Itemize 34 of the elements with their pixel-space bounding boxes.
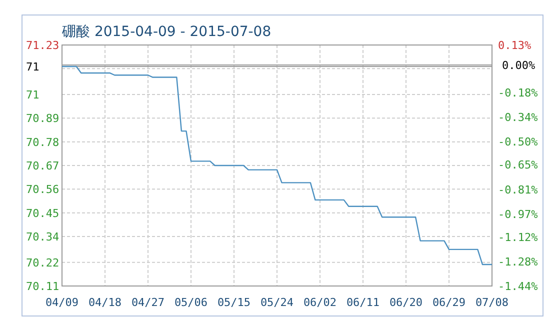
y-tick-label: 70.11	[26, 280, 60, 293]
y-tick-label: 71.23	[26, 39, 60, 52]
y2-tick-label: -1.28%	[498, 255, 538, 268]
x-tick-label: 04/18	[88, 296, 122, 309]
y2-tick-label: -0.65%	[498, 158, 538, 172]
y-tick-label: 70.67	[26, 160, 60, 172]
x-tick-label: 06/02	[303, 296, 337, 309]
y2-tick-label: -0.50%	[498, 136, 538, 149]
y-tick-label: 70.89	[26, 112, 60, 126]
chart-title: 硼酸 2015-04-09 - 2015-07-08	[61, 24, 272, 40]
y-tick-label: 70.34	[26, 230, 60, 244]
y2-tick-label: 0.13%	[498, 39, 532, 52]
x-tick-label: 04/27	[131, 296, 165, 309]
y-tick-label: 70.45	[26, 206, 60, 220]
x-tick-label: 07/08	[475, 296, 509, 309]
line-series	[61, 66, 493, 266]
y2-tick-label: -0.34%	[498, 111, 538, 124]
y-tick-label: 70.22	[26, 256, 60, 270]
y2-tick-label: -0.81%	[498, 183, 538, 196]
y2-tick-label: -0.97%	[498, 208, 538, 221]
y-tick-label: 71	[26, 88, 40, 102]
x-tick-label: 06/11	[346, 296, 380, 309]
y-tick-label: 70.56	[26, 183, 60, 196]
x-tick-label: 05/06	[174, 296, 208, 309]
x-tick-label: 04/09	[45, 296, 79, 309]
x-tick-label: 05/15	[217, 296, 251, 309]
ref-line-label: 0.00%	[502, 58, 536, 72]
x-tick-label: 06/20	[389, 296, 423, 309]
x-tick-label: 05/24	[260, 296, 294, 309]
y2-tick-label: -1.44%	[498, 280, 538, 293]
y2-tick-label: -1.12%	[498, 230, 538, 244]
y-tick-label: 70.78	[26, 136, 60, 149]
x-tick-label: 06/29	[432, 296, 466, 309]
y2-tick-label: -0.18%	[498, 86, 538, 100]
